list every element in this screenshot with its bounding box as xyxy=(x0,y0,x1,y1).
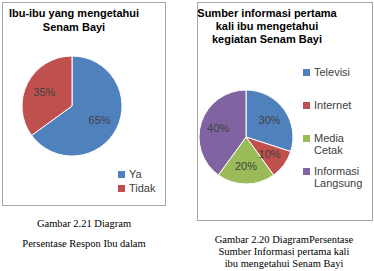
data-label: 40% xyxy=(207,122,229,134)
chart-frame xyxy=(198,3,373,221)
chart: Ibu-ibu yang mengetahui Senam Bayi 65% 35% Y… xyxy=(3,3,166,206)
figure: Ibu-ibu yang mengetahui Senam Bayi 65% 35% Y… xyxy=(0,0,374,271)
title-line: Ibu-ibu yang mengetahui xyxy=(9,7,139,19)
legend-label-line: Internet xyxy=(314,99,351,111)
legend-label-line: Ya xyxy=(129,168,143,180)
title-line: Senam Bayi xyxy=(43,21,105,33)
title-line: Sumber informasi pertama xyxy=(197,7,337,19)
data-label: 65% xyxy=(89,114,111,126)
legend-swatch xyxy=(303,69,310,76)
caption-line: ibu mengetahui Senam Bayi xyxy=(225,258,344,269)
data-label: 10% xyxy=(259,148,281,160)
caption: Gambar 2.21 Diagram Persentase Respon Ibu… xyxy=(22,218,145,249)
caption-line: Sumber Informasi pertama kali xyxy=(219,246,350,257)
legend-label-line: Cetak xyxy=(314,144,343,156)
legend-label-line: Informasi xyxy=(314,165,359,177)
legend-label-line: Televisi xyxy=(314,66,350,78)
chart-title: Ibu-ibu yang mengetahui Senam Bayi xyxy=(9,7,139,33)
legend-swatch xyxy=(118,171,125,178)
legend-label: MediaCetak xyxy=(314,132,345,156)
chart: Sumber informasi pertamakali ibu mengeta… xyxy=(197,3,372,221)
legend-swatch xyxy=(118,185,125,192)
pie: 65% 35% xyxy=(22,56,122,156)
data-label: 20% xyxy=(235,160,257,172)
legend-label: InformasiLangsung xyxy=(314,165,362,189)
legend-swatch xyxy=(303,102,310,109)
pie-slice xyxy=(22,56,72,135)
chart-frame xyxy=(3,3,166,206)
legend-label: Tidak xyxy=(129,182,156,194)
legend-label-line: Media xyxy=(314,132,345,144)
title-line: kali ibu mengetahui xyxy=(216,20,319,32)
caption: Gambar 2.20 DiagramPersentaseSumber Info… xyxy=(215,234,354,269)
legend: Ya Tidak xyxy=(118,168,156,194)
pie: 30% 10%20% 40% xyxy=(199,90,293,184)
data-label: 35% xyxy=(33,86,55,98)
caption-line: Persentase Respon Ibu dalam xyxy=(22,238,145,249)
legend-label: Ya xyxy=(129,168,143,180)
title-line: kegiatan Senam Bayi xyxy=(212,33,322,45)
caption-line: Gambar 2.20 DiagramPersentase xyxy=(215,234,354,245)
legend-label: Televisi xyxy=(314,66,350,78)
legend-label-line: Langsung xyxy=(314,177,362,189)
chart-title: Sumber informasi pertamakali ibu mengeta… xyxy=(197,7,337,45)
legend-label-line: Tidak xyxy=(129,182,156,194)
legend-label: Internet xyxy=(314,99,351,111)
legend-swatch xyxy=(303,135,310,142)
legend-swatch xyxy=(303,168,310,175)
data-label: 30% xyxy=(259,114,281,126)
caption-line: Gambar 2.21 Diagram xyxy=(37,218,131,229)
legend: Televisi Internet MediaCetak InformasiLangs… xyxy=(303,66,362,189)
